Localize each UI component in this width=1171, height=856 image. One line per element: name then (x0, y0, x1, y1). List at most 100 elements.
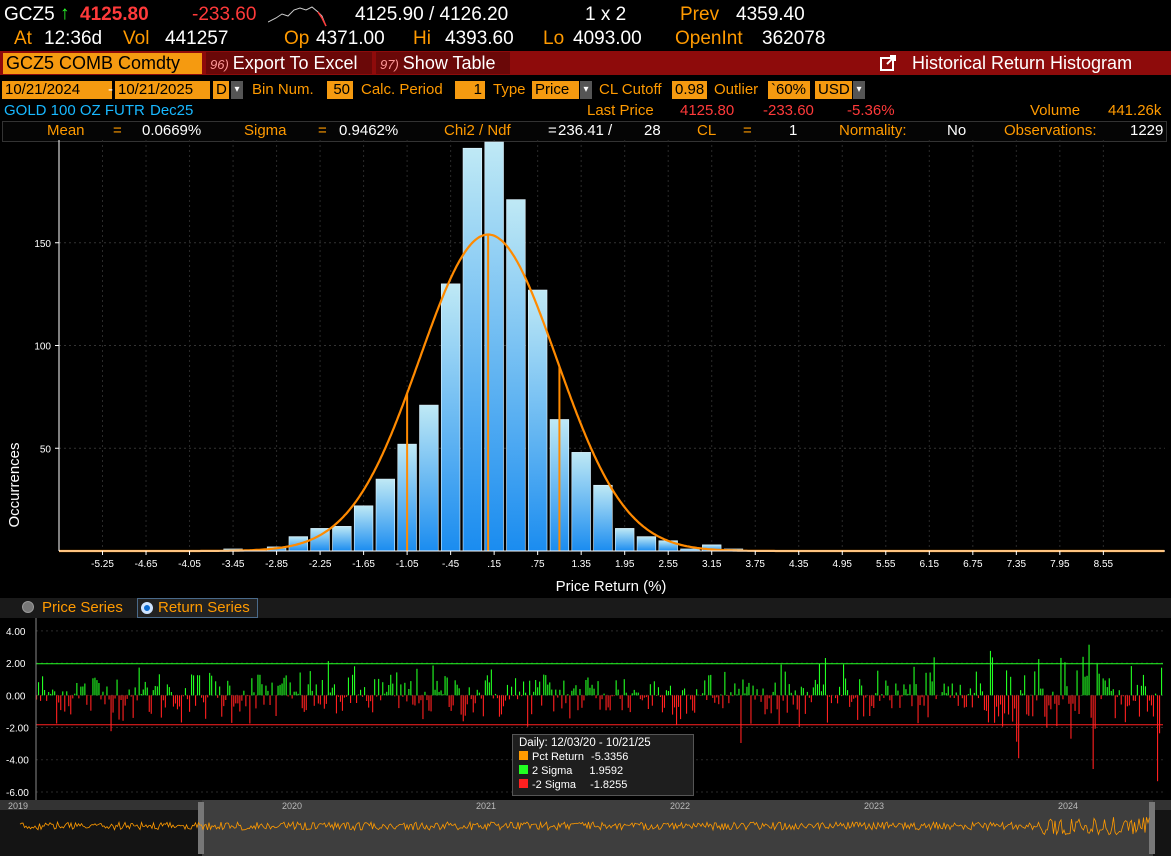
return-bar (211, 675, 213, 696)
return-bar (482, 695, 484, 717)
return-bar (347, 677, 350, 696)
return-bar (289, 682, 291, 696)
timeline-year-label: 2022 (670, 801, 690, 811)
periodicity-dropdown-icon[interactable]: ▾ (231, 81, 243, 99)
currency-dropdown-icon[interactable]: ▾ (853, 81, 865, 99)
return-bar (136, 695, 138, 701)
return-bar (945, 693, 947, 696)
return-bar (223, 695, 225, 707)
return-bar (341, 695, 344, 711)
return-bar (949, 695, 951, 698)
end-date-input[interactable]: 10/21/2025 (115, 81, 210, 99)
return-bar (812, 687, 814, 696)
return-bar (337, 695, 340, 697)
cl-value: 1 (789, 122, 798, 139)
outlier-input[interactable]: `60% (768, 81, 810, 99)
type-select[interactable]: Price (532, 81, 579, 99)
return-bar (506, 684, 509, 696)
return-bar (207, 695, 209, 698)
return-bar (199, 675, 201, 696)
return-bar (297, 693, 299, 696)
mean-label: Mean (47, 122, 85, 139)
return-bar (933, 657, 935, 696)
timeline-navigator[interactable]: 2019202020212022202320242025 (0, 800, 1171, 856)
return-bar (1088, 644, 1090, 696)
return-bar (579, 689, 581, 696)
return-bar (515, 678, 517, 696)
y-tick-label: -2.00 (6, 724, 29, 735)
y-tick-label: 100 (34, 342, 51, 353)
export-excel-button[interactable]: 96) Export To Excel (206, 52, 372, 74)
timeline-right-handle[interactable] (1149, 802, 1155, 854)
y-tick-label: -6.00 (6, 788, 29, 799)
return-bar (1128, 695, 1130, 706)
show-table-button[interactable]: 97) Show Table (376, 52, 510, 74)
return-bar (1106, 687, 1108, 696)
return-bar (774, 682, 776, 696)
return-bar (279, 684, 281, 696)
return-bar (468, 687, 470, 696)
return-bar (1022, 693, 1024, 696)
return-bar (502, 695, 505, 707)
tab-price-series[interactable]: Price Series (22, 598, 134, 618)
net-change: -233.60 (192, 4, 257, 25)
return-bar (979, 683, 982, 696)
return-bar (245, 695, 247, 707)
calc-period-input[interactable]: 1 (455, 81, 485, 99)
return-bar (967, 694, 969, 696)
return-bar (941, 692, 943, 696)
bin-number-input[interactable]: 50 (327, 81, 353, 99)
return-bar (889, 695, 891, 701)
periodicity-select[interactable]: D (213, 81, 229, 99)
return-bar (1078, 695, 1080, 714)
return-bar (360, 689, 362, 696)
table-shortcut: 97) (380, 57, 399, 72)
bin-label: Bin Num. (252, 81, 314, 98)
return-bar (269, 695, 271, 705)
return-bar (784, 671, 786, 696)
return-bar (575, 685, 577, 696)
return-bar (983, 695, 986, 711)
return-bar (1134, 695, 1136, 701)
currency-select[interactable]: USD (815, 81, 852, 99)
return-bar (1118, 690, 1120, 696)
return-bar (762, 688, 764, 696)
return-bar (1076, 670, 1078, 696)
return-bar (376, 695, 378, 697)
return-bar (1082, 656, 1084, 696)
return-bar (710, 674, 712, 696)
popout-icon[interactable] (880, 55, 896, 71)
cl-label: CL (697, 122, 717, 139)
return-bar (370, 695, 372, 702)
return-bar (40, 695, 42, 701)
x-tick-label: 8.55 (1094, 559, 1114, 570)
return-bar (504, 695, 507, 701)
return-bar (174, 695, 177, 704)
return-bar (887, 685, 889, 696)
tab-return-series[interactable]: Return Series (137, 598, 258, 618)
cl-cutoff-input[interactable]: 0.98 (672, 81, 707, 99)
return-bar (1148, 695, 1151, 701)
return-bar (382, 682, 384, 696)
security-field[interactable]: GCZ5 COMB Comdty (3, 53, 202, 74)
return-bar (398, 695, 400, 709)
start-date-input[interactable]: 10/21/2024 (2, 81, 112, 99)
return-bar (1060, 657, 1062, 696)
return-bar (386, 691, 388, 696)
return-bar (517, 695, 519, 700)
function-menu-bar: GCZ5 COMB Comdty 96) Export To Excel 97) S… (0, 51, 1171, 75)
return-bar (54, 691, 56, 696)
return-bar (428, 695, 430, 711)
return-bar (702, 693, 704, 696)
return-bar (462, 695, 464, 722)
return-bar (722, 695, 724, 709)
x-tick-label: 4.95 (833, 559, 853, 570)
return-bar (492, 695, 494, 699)
return-bar (237, 695, 239, 704)
return-bar (343, 695, 346, 698)
timeline-left-handle[interactable] (198, 802, 204, 854)
type-dropdown-icon[interactable]: ▾ (580, 81, 592, 99)
return-bar (176, 695, 179, 710)
return-bar (424, 691, 426, 696)
tab-price-series-label: Price Series (42, 599, 123, 616)
